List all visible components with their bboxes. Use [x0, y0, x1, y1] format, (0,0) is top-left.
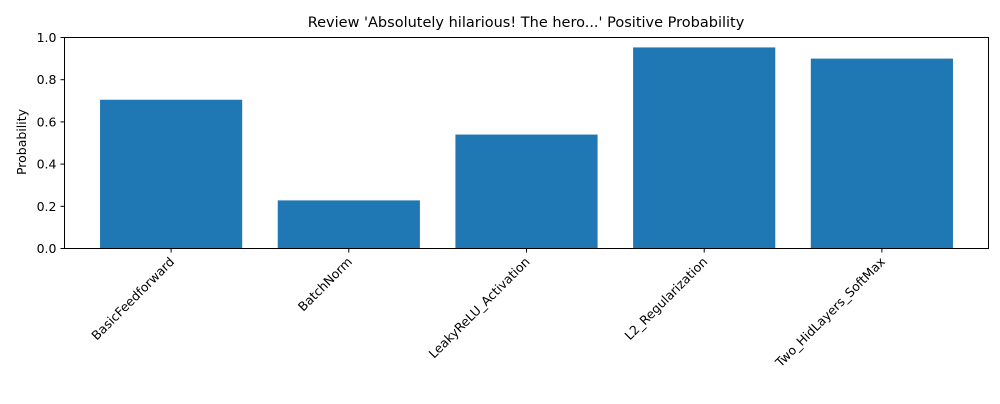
y-axis-label: Probability [14, 108, 29, 175]
y-tick-label: 1.0 [37, 30, 57, 45]
y-tick-label: 0.6 [37, 114, 57, 129]
bars-layer [100, 47, 953, 249]
chart-title: Review 'Absolutely hilarious! The hero..… [308, 15, 745, 31]
y-tick-label: 0.4 [37, 157, 57, 172]
x-tick-label: BasicFeedforward [88, 254, 177, 343]
bar-basicfeedforward [100, 99, 243, 249]
y-tick-label: 0.8 [37, 72, 57, 87]
x-tick-label: Two_HidLayers_SoftMax [772, 254, 888, 370]
x-tick-label: L2_Regularization [621, 254, 710, 343]
x-tick-label: BatchNorm [295, 254, 355, 314]
y-tick-label: 0.0 [37, 241, 57, 256]
x-tick-label: LeakyReLU_Activation [426, 254, 533, 361]
bar-l2-regularization [633, 47, 776, 249]
bar-leakyrelu-activation [455, 134, 598, 249]
bar-two-hidlayers-softmax [810, 58, 953, 249]
bar-batchnorm [277, 200, 420, 249]
y-tick-label: 0.2 [37, 199, 57, 214]
plot-frame [64, 37, 989, 249]
